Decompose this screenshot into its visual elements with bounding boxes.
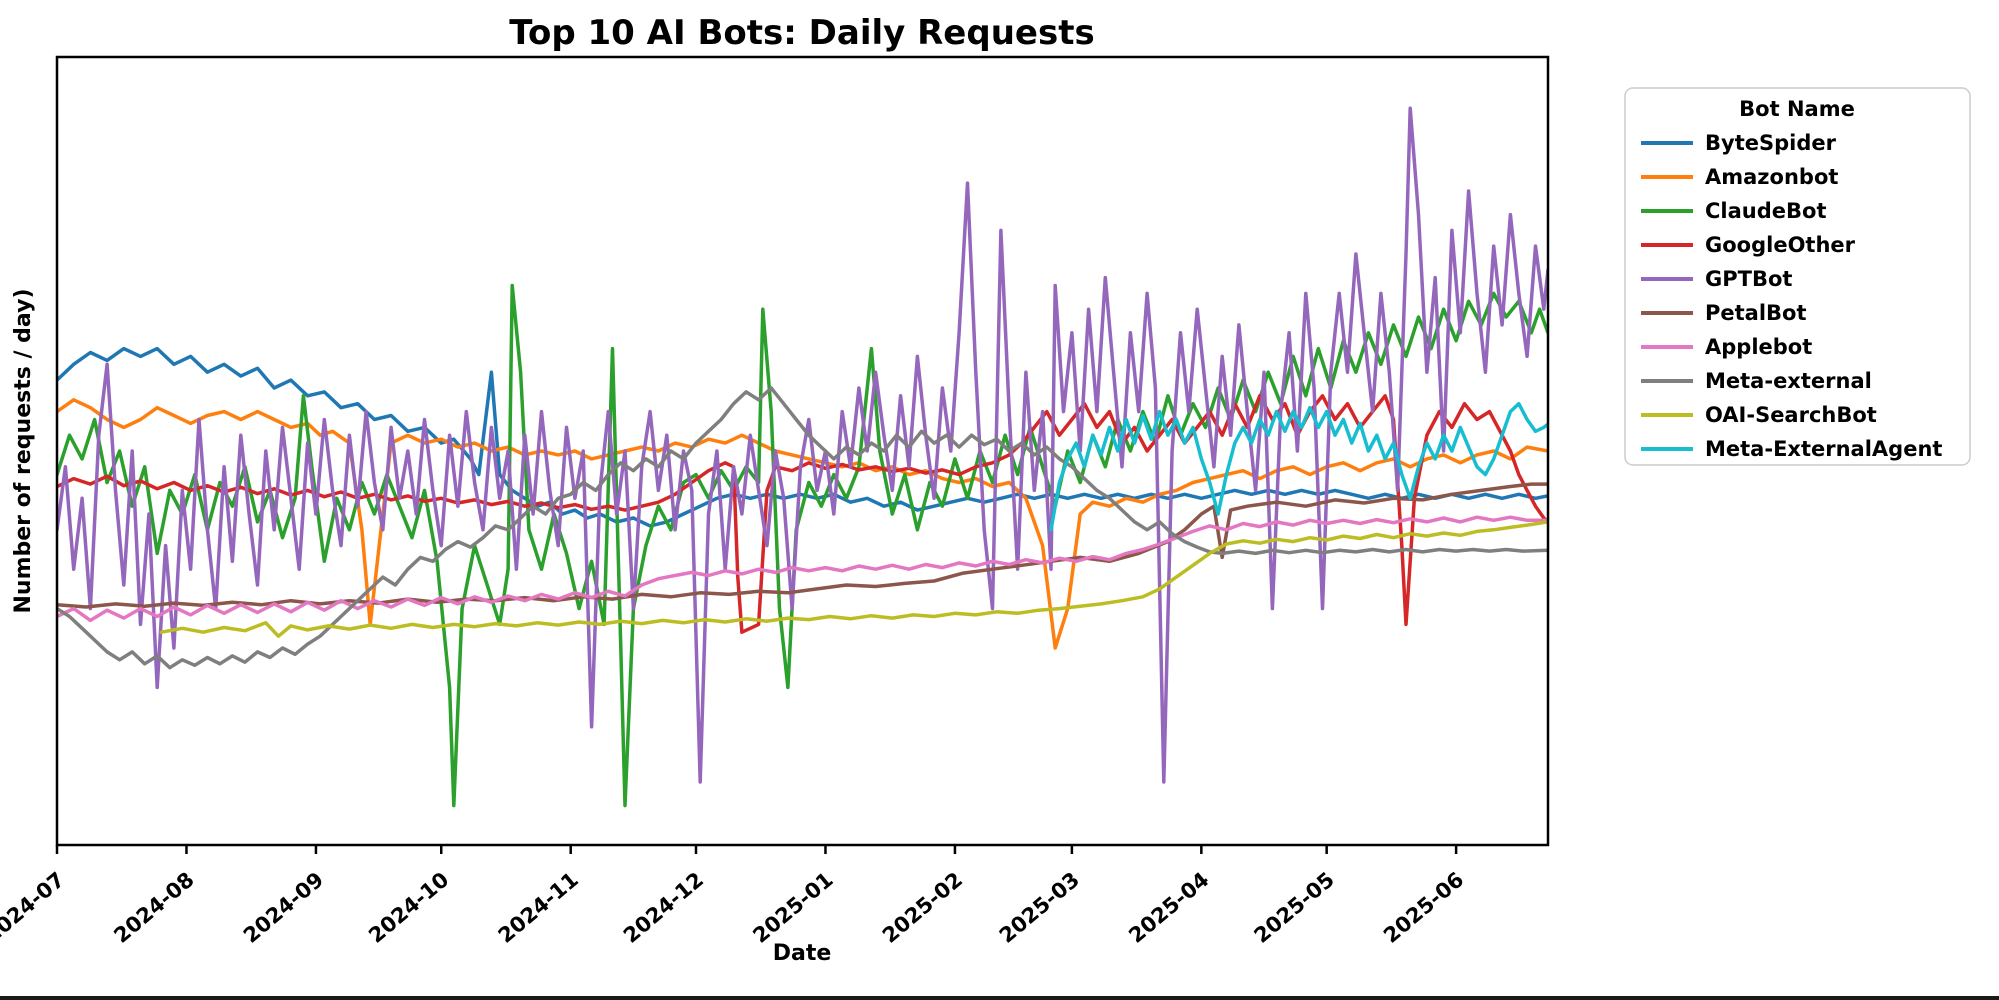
series-layer bbox=[57, 106, 1548, 808]
x-tick-label: 2025-02 bbox=[878, 867, 967, 947]
x-tick-label: 2025-05 bbox=[1250, 867, 1339, 947]
series-line-amazonbot bbox=[57, 398, 1548, 650]
x-tick-label: 2024-12 bbox=[619, 867, 708, 947]
x-tick-label: 2025-03 bbox=[995, 867, 1084, 947]
series-line-meta-external bbox=[57, 386, 1548, 670]
x-tick-label: 2025-06 bbox=[1379, 867, 1468, 947]
legend-items: ByteSpider Amazonbot ClaudeBot GoogleOther G… bbox=[1641, 131, 1942, 461]
legend-label-petalbot: PetalBot bbox=[1705, 301, 1807, 325]
legend-label-claudebot: ClaudeBot bbox=[1705, 199, 1826, 223]
series-line-gptbot bbox=[57, 106, 1548, 784]
x-tick-label: 2024-09 bbox=[239, 867, 328, 947]
legend-box bbox=[1624, 87, 1971, 466]
legend-box-group: Bot Name ByteSpider Amazonbot ClaudeBot Goo… bbox=[1624, 87, 1971, 466]
x-tick-label: 2024-08 bbox=[109, 867, 198, 947]
legend-label-gptbot: GPTBot bbox=[1705, 267, 1792, 291]
legend-title: Bot Name bbox=[1739, 97, 1855, 121]
legend-label-applebot: Applebot bbox=[1705, 335, 1812, 359]
x-tick-label: 2025-04 bbox=[1124, 867, 1213, 947]
x-tick-label: 2024-10 bbox=[364, 867, 453, 947]
series-line-meta-externalagent bbox=[1049, 401, 1548, 532]
x-axis-ticks: 2024-07 2024-08 2024-09 2024-10 2024-11 2024-… bbox=[0, 845, 1468, 948]
x-tick-label: 2025-01 bbox=[748, 867, 837, 947]
chart-title: Top 10 AI Bots: Daily Requests bbox=[509, 13, 1094, 53]
legend-label-googleother: GoogleOther bbox=[1705, 233, 1856, 257]
plot-border bbox=[55, 55, 1550, 847]
legend-label-meta-externalagent: Meta-ExternalAgent bbox=[1705, 437, 1942, 461]
x-tick-label: 2024-07 bbox=[0, 867, 69, 947]
legend-label-meta-external: Meta-external bbox=[1705, 369, 1872, 393]
bottom-edge-bar bbox=[0, 996, 1999, 1000]
legend-label-oai-searchbot: OAI-SearchBot bbox=[1705, 403, 1877, 427]
legend-label-amazonbot: Amazonbot bbox=[1705, 165, 1838, 189]
legend-label-bytespider: ByteSpider bbox=[1705, 131, 1837, 155]
x-axis-label: Date bbox=[773, 941, 832, 966]
y-axis-label: Number of requests / day) bbox=[11, 289, 36, 614]
series-line-oai-searchbot bbox=[159, 520, 1548, 638]
series-line-applebot bbox=[57, 515, 1548, 623]
x-tick-label: 2024-11 bbox=[494, 867, 583, 947]
series-line-petalbot bbox=[57, 482, 1548, 609]
